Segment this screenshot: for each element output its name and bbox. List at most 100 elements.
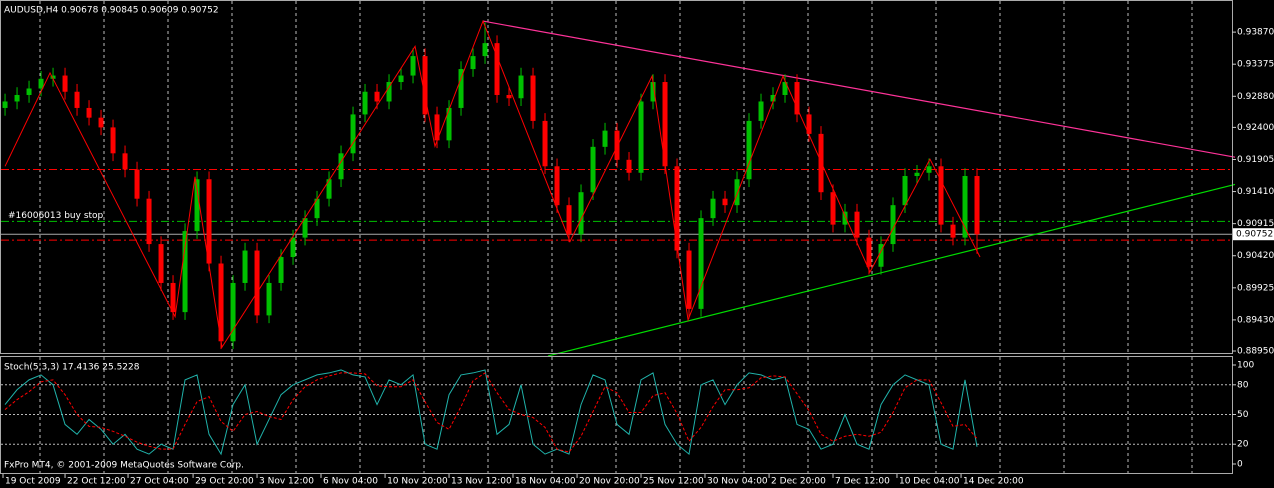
candle-body — [614, 130, 620, 160]
x-tick-label: 14 Dec 20:00 — [963, 477, 1024, 487]
chart-title: AUDUSD,H4 0.90678 0.90845 0.90609 0.9075… — [4, 6, 219, 16]
y-tick-label: 0.93870 — [1237, 28, 1274, 38]
candle-body — [722, 198, 728, 206]
y-tick-label: 0.88950 — [1237, 347, 1274, 357]
candle-body — [362, 91, 368, 115]
candle-body — [134, 169, 140, 199]
candle-body — [38, 78, 44, 89]
indicator-title: Stoch(5,3,3) 17.4136 25.5228 — [4, 363, 140, 373]
candle-body — [662, 82, 668, 167]
candle-body — [782, 82, 788, 95]
x-tick-label: 20 Nov 20:00 — [579, 477, 640, 487]
candle-body — [350, 114, 356, 154]
plot — [2, 19, 1236, 456]
candle-body — [866, 237, 872, 267]
candle-body — [254, 250, 260, 316]
y-tick-label: 0.92880 — [1237, 92, 1274, 102]
candle-body — [182, 231, 188, 313]
stoch-line — [4, 372, 978, 453]
candle-body — [938, 166, 944, 225]
candle-body — [122, 153, 128, 170]
candle-body — [770, 94, 776, 102]
x-tick-label: 27 Oct 04:00 — [130, 477, 189, 487]
zigzag — [4, 19, 981, 349]
x-tick-label: 30 Nov 04:00 — [707, 477, 768, 487]
candle-body — [410, 56, 416, 76]
main-frame — [0, 0, 1233, 354]
candle-body — [266, 282, 272, 316]
y-tick-label: 0 — [1237, 460, 1243, 470]
y-tick-label: 0.90420 — [1237, 251, 1274, 261]
y-tick-label: 0.89925 — [1237, 283, 1274, 293]
candle-body — [422, 56, 428, 115]
candle-body — [890, 205, 896, 245]
footer: FxPro MT4, © 2001-2009 MetaQuotes Softwa… — [4, 461, 244, 471]
candle-body — [74, 91, 80, 108]
grid — [1, 1, 1232, 473]
candle-body — [878, 244, 884, 267]
candle-body — [326, 179, 332, 199]
candle-body — [638, 101, 644, 173]
x-tick-label: 10 Dec 04:00 — [899, 477, 960, 487]
y-tick-label: 50 — [1237, 410, 1249, 420]
trendline — [547, 183, 1236, 357]
candle-body — [278, 257, 284, 283]
y-tick-label: 0.89430 — [1237, 315, 1274, 325]
candle-body — [62, 75, 68, 92]
candle-body — [50, 75, 56, 79]
candle-body — [542, 120, 548, 167]
y-tick-label: 0.91410 — [1237, 187, 1274, 197]
y-tick-label: 0.93375 — [1237, 60, 1274, 70]
x-tick-label: 22 Oct 12:00 — [67, 477, 126, 487]
candle-body — [830, 192, 836, 225]
y-tick-label: 0.90915 — [1237, 219, 1274, 229]
candle-body — [686, 250, 692, 309]
candle-body — [302, 218, 308, 238]
candle-body — [230, 282, 236, 342]
x-tick-label: 3 Nov 12:00 — [259, 477, 314, 487]
candle-body — [206, 179, 212, 264]
candle-body — [98, 117, 104, 128]
candle-body — [482, 43, 488, 57]
candle-body — [14, 94, 20, 102]
candle-body — [794, 82, 800, 115]
candle-body — [758, 101, 764, 121]
candle-body — [314, 198, 320, 219]
candle-body — [170, 282, 176, 313]
candle-body — [518, 75, 524, 99]
candle-body — [398, 75, 404, 83]
candle-body — [806, 114, 812, 134]
y-tick-label: 0.92400 — [1237, 123, 1274, 133]
candle-body — [434, 114, 440, 141]
candle-body — [914, 172, 920, 177]
x-tick-label: 7 Dec 12:00 — [835, 477, 890, 487]
candle-body — [746, 120, 752, 180]
candle-body — [578, 192, 584, 235]
candle-body — [842, 211, 848, 225]
candle-body — [194, 179, 200, 232]
last-price-label: 0.90752 — [1236, 230, 1273, 240]
candle-body — [950, 224, 956, 238]
candle-body — [962, 176, 968, 238]
candle-body — [386, 82, 392, 102]
candle-body — [854, 211, 860, 238]
candle-body — [470, 56, 476, 70]
candle-body — [290, 237, 296, 258]
candle-body — [458, 69, 464, 108]
candle-body — [86, 107, 92, 118]
stoch-line — [4, 369, 978, 456]
candle-body — [590, 146, 596, 193]
candle-body — [158, 244, 164, 283]
x-tick-label: 18 Nov 04:00 — [515, 477, 576, 487]
candle-body — [626, 159, 632, 173]
y-tick-label: 100 — [1237, 361, 1254, 371]
candle-body — [506, 94, 512, 99]
candle-body — [110, 127, 116, 154]
y-tick-label: 0.91905 — [1237, 155, 1274, 165]
candle-body — [146, 198, 152, 245]
candle-body — [926, 166, 932, 173]
x-tick-label: 19 Oct 2009 — [5, 477, 61, 487]
trendline — [482, 20, 1236, 158]
